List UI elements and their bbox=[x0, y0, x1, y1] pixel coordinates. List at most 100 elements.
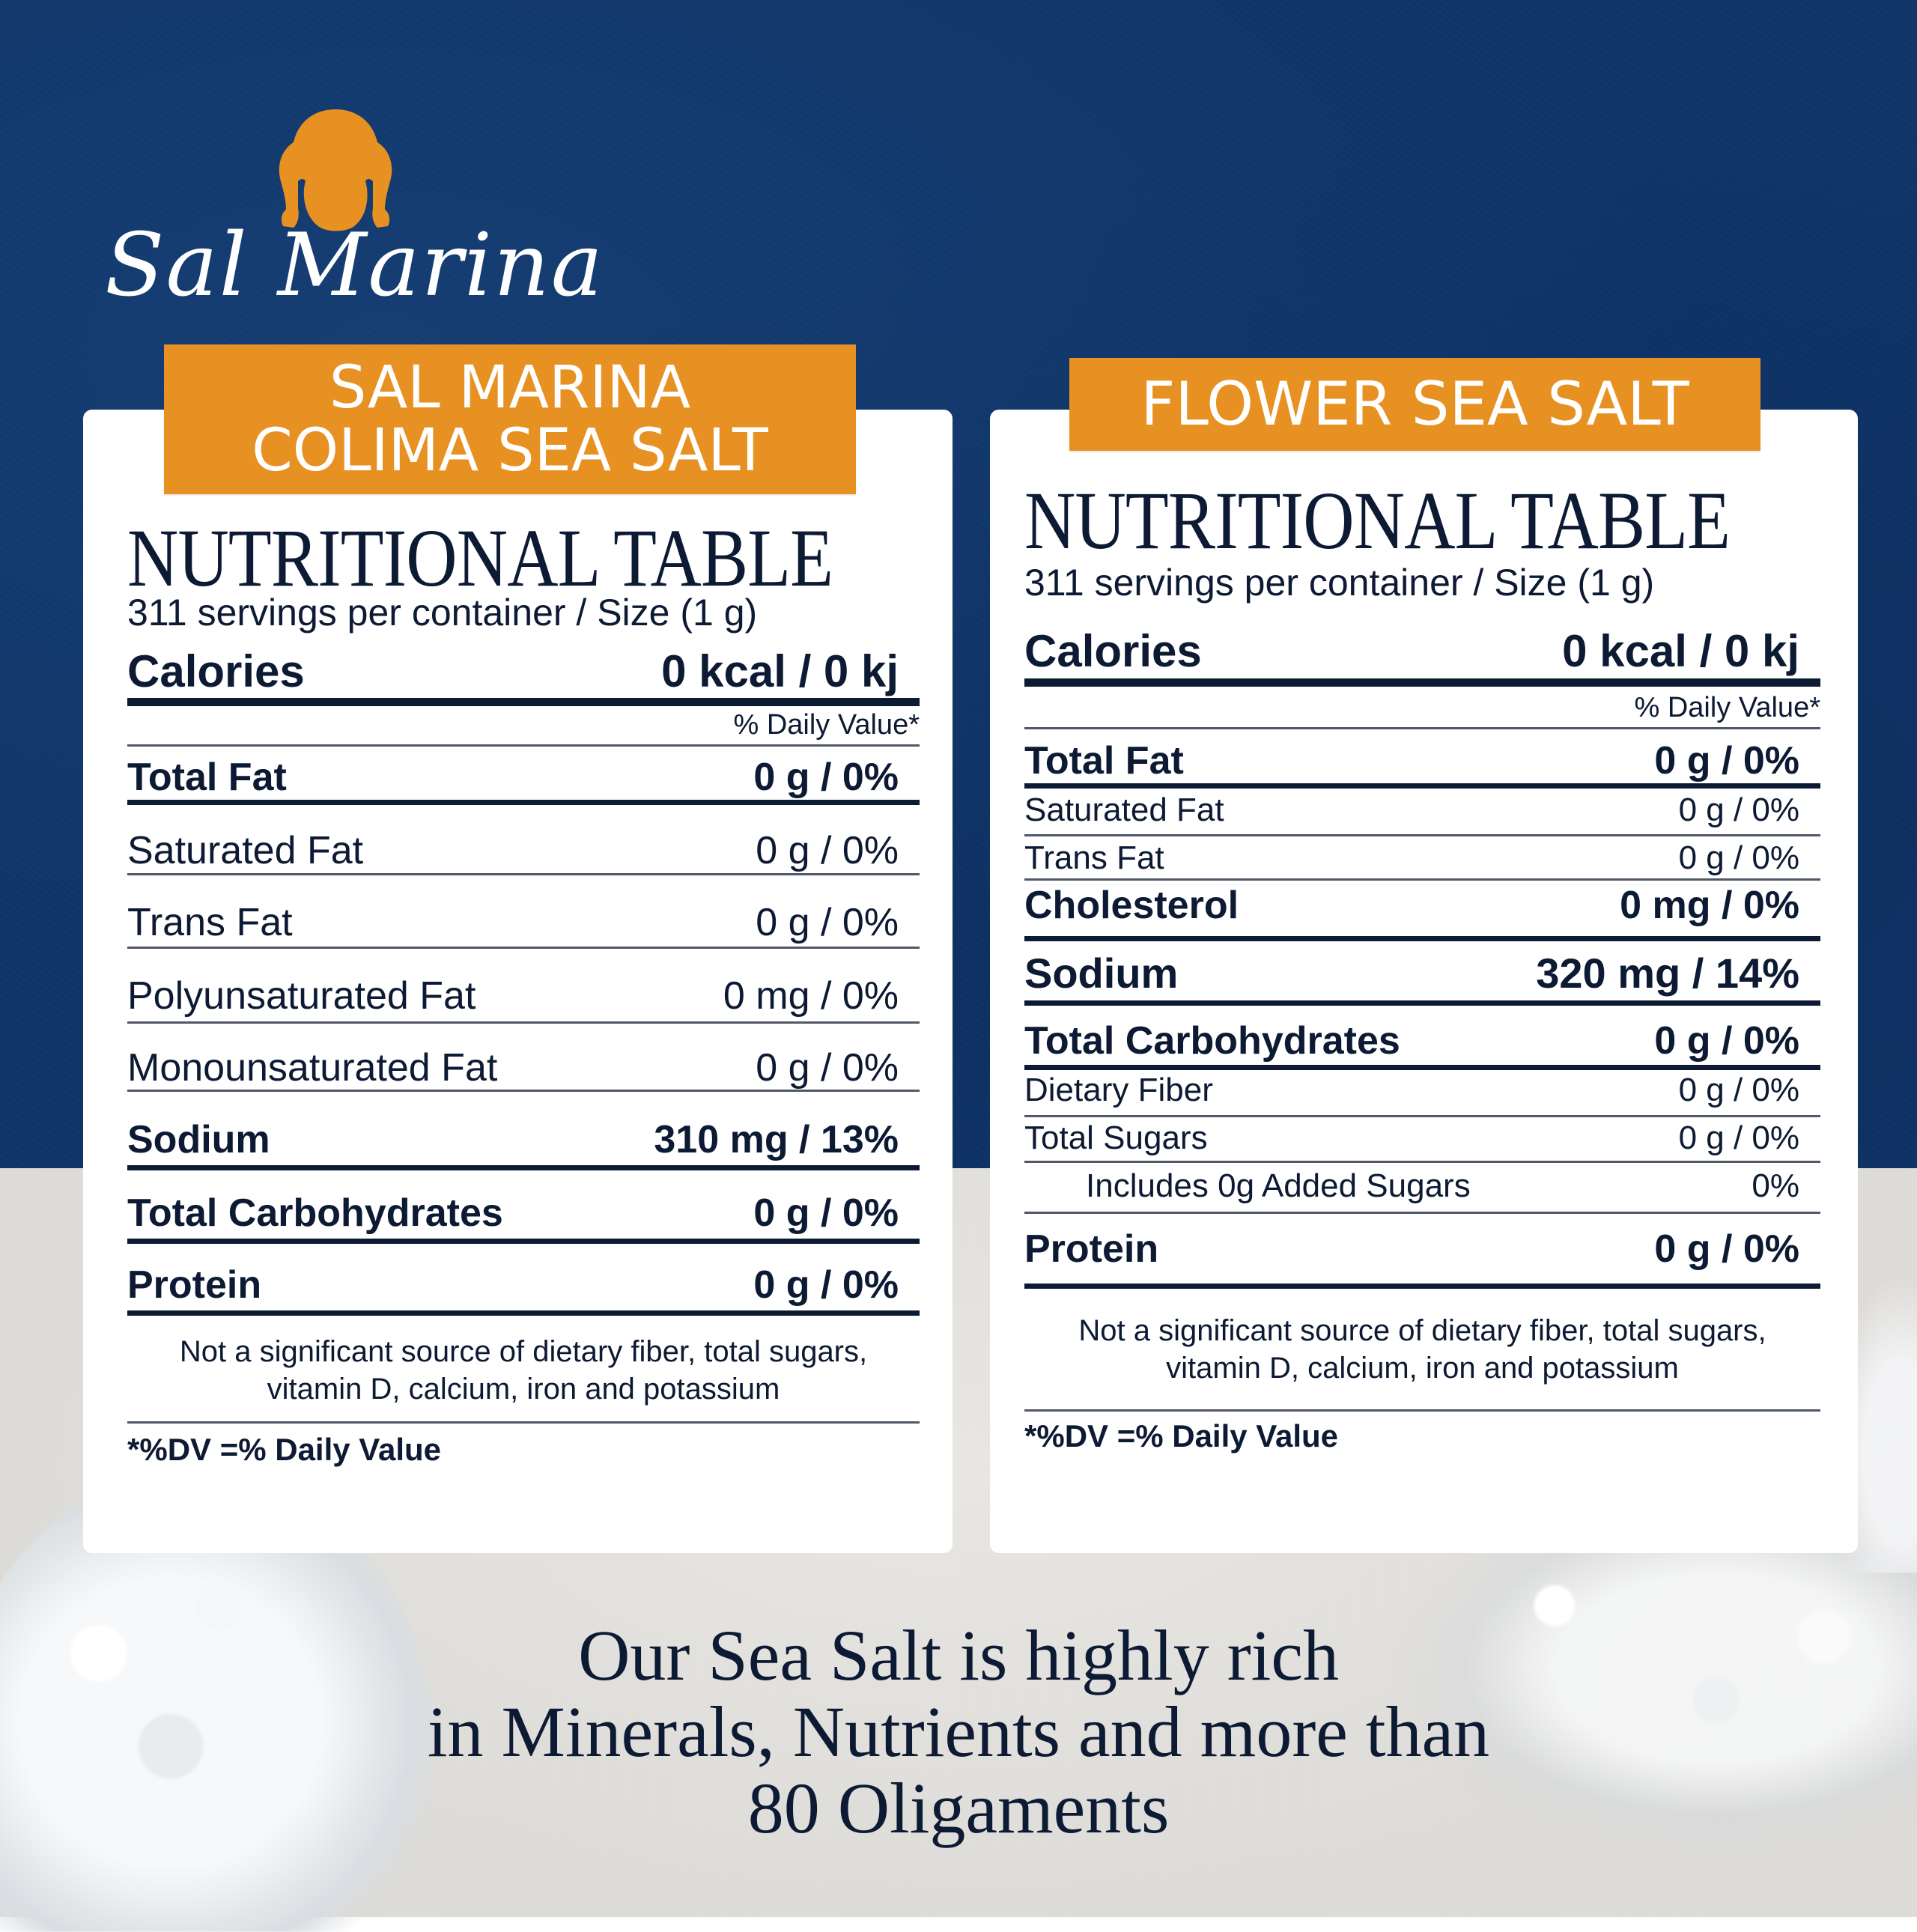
nutrient-value: 0 g / 0% bbox=[1678, 1120, 1799, 1156]
nutrient-row: Saturated Fat 0 g / 0% bbox=[1024, 789, 1820, 831]
divider-medium bbox=[1024, 1065, 1820, 1070]
nutrient-value: 0 g / 0% bbox=[1654, 1227, 1799, 1271]
nutrient-label: Total Carbohydrates bbox=[1024, 1019, 1400, 1063]
nutrient-value: 0% bbox=[1752, 1167, 1799, 1204]
nutrient-value: 320 mg / 14% bbox=[1536, 950, 1799, 997]
divider-medium bbox=[127, 1310, 920, 1316]
nutrient-label: Total Carbohydrates bbox=[127, 1191, 503, 1235]
divider bbox=[127, 744, 920, 747]
nutrient-row: Protein 0 g / 0% bbox=[127, 1261, 920, 1309]
divider-medium bbox=[1024, 1284, 1820, 1289]
nutrient-label: Total Fat bbox=[1024, 739, 1184, 783]
chef-figure-icon bbox=[279, 109, 392, 231]
nutrient-value: 0 g / 0% bbox=[753, 1191, 899, 1235]
product-name-line2: COLIMA SEA SALT bbox=[252, 417, 768, 484]
nutrient-label: Sodium bbox=[127, 1118, 270, 1161]
divider bbox=[1024, 878, 1820, 881]
servings-info: 311 servings per container / Size (1 g) bbox=[1024, 562, 1655, 604]
product-tab-flower: FLOWER SEA SALT bbox=[1069, 358, 1760, 451]
nutrient-value: 0 g / 0% bbox=[1678, 1072, 1799, 1108]
disclaimer-note: Not a significant source of dietary fibe… bbox=[127, 1333, 920, 1408]
divider bbox=[1024, 727, 1820, 729]
nutrient-label: Protein bbox=[127, 1263, 262, 1307]
nutrient-label: Cholesterol bbox=[1024, 884, 1239, 927]
nutrient-row: Polyunsaturated Fat 0 mg / 0% bbox=[127, 972, 920, 1020]
nutrient-label: Monounsaturated Fat bbox=[127, 1046, 498, 1090]
product-tab-colima: SAL MARINA COLIMA SEA SALT bbox=[164, 344, 856, 494]
divider-medium bbox=[127, 1165, 920, 1170]
divider bbox=[127, 1021, 920, 1024]
nutrient-row: Saturated Fat 0 g / 0% bbox=[127, 827, 920, 875]
disclaimer-note: Not a significant source of dietary fibe… bbox=[1024, 1312, 1820, 1387]
disclaimer-line1: Not a significant source of dietary fibe… bbox=[179, 1335, 868, 1368]
divider-thick bbox=[1024, 678, 1820, 687]
daily-value-header: % Daily Value* bbox=[733, 709, 920, 741]
salt-crystals-image-right bbox=[1393, 1543, 1917, 1857]
nutrient-label: Saturated Fat bbox=[127, 829, 364, 872]
nutrient-value: 0 g / 0% bbox=[756, 1046, 899, 1090]
nutrient-value: 0 g / 0% bbox=[1678, 792, 1799, 828]
nutrient-value: 0 g / 0% bbox=[1654, 1019, 1799, 1063]
nutrient-value: 0 g / 0% bbox=[756, 829, 899, 872]
brand-name-script: Sal Marina bbox=[105, 215, 604, 316]
nutrient-label: Protein bbox=[1024, 1227, 1159, 1271]
brand-logo: Sal Marina bbox=[105, 97, 604, 316]
divider bbox=[127, 947, 920, 949]
nutrient-row: Sodium 310 mg / 13% bbox=[127, 1116, 920, 1164]
divider-medium bbox=[127, 1239, 920, 1244]
calories-label: Calories bbox=[1024, 626, 1202, 676]
nutrient-value: 0 g / 0% bbox=[753, 1263, 899, 1307]
tagline-line3: 80 Oligaments bbox=[747, 1768, 1170, 1848]
nutrient-row: Total Fat 0 g / 0% bbox=[127, 753, 920, 801]
nutrient-value: 0 g / 0% bbox=[753, 756, 899, 799]
dv-footnote: *%DV =% Daily Value bbox=[1024, 1418, 1339, 1453]
nutrition-card-colima bbox=[83, 410, 953, 1553]
divider-thick bbox=[127, 698, 920, 706]
servings-info: 311 servings per container / Size (1 g) bbox=[127, 592, 758, 634]
divider bbox=[127, 1090, 920, 1092]
nutrient-value: 0 mg / 0% bbox=[1620, 884, 1799, 927]
nutrient-label: Polyunsaturated Fat bbox=[127, 974, 476, 1018]
product-name-line1: SAL MARINA bbox=[329, 354, 691, 422]
divider-medium bbox=[1024, 1000, 1820, 1006]
divider bbox=[127, 1421, 920, 1424]
divider bbox=[1024, 834, 1820, 836]
tagline: Our Sea Salt is highly rich in Minerals,… bbox=[225, 1617, 1692, 1847]
calories-value: 0 kcal / 0 kj bbox=[661, 646, 899, 696]
nutrient-value: 0 g / 0% bbox=[756, 901, 899, 944]
nutrient-value: 0 g / 0% bbox=[1678, 839, 1799, 876]
disclaimer-line1: Not a significant source of dietary fibe… bbox=[1078, 1314, 1766, 1347]
divider bbox=[127, 873, 920, 875]
nutrient-row: Total Carbohydrates 0 g / 0% bbox=[127, 1189, 920, 1237]
divider bbox=[1024, 1212, 1820, 1214]
nutrient-value: 310 mg / 13% bbox=[654, 1118, 899, 1161]
nutrient-row: Trans Fat 0 g / 0% bbox=[127, 899, 920, 947]
nutrient-value: 0 g / 0% bbox=[1654, 739, 1799, 783]
nutritional-table-title: NUTRITIONAL TABLE bbox=[127, 512, 833, 604]
dv-footnote: *%DV =% Daily Value bbox=[127, 1432, 442, 1467]
disclaimer-line2: vitamin D, calcium, iron and potassium bbox=[1166, 1352, 1679, 1385]
nutrient-label: Trans Fat bbox=[127, 901, 293, 944]
nutrient-row: Monounsaturated Fat 0 g / 0% bbox=[127, 1044, 920, 1092]
tagline-line1: Our Sea Salt is highly rich bbox=[578, 1615, 1339, 1695]
calories-value: 0 kcal / 0 kj bbox=[1562, 626, 1799, 676]
divider bbox=[1024, 1161, 1820, 1163]
divider-medium bbox=[1024, 783, 1820, 789]
nutrient-row: Trans Fat 0 g / 0% bbox=[1024, 837, 1820, 879]
nutrition-card-flower bbox=[990, 410, 1858, 1553]
nutrient-label: Total Sugars bbox=[1024, 1120, 1208, 1156]
nutrient-label: Saturated Fat bbox=[1024, 792, 1224, 828]
divider-medium bbox=[1024, 936, 1820, 941]
nutrient-label: Dietary Fiber bbox=[1024, 1072, 1213, 1108]
nutrient-row: Protein 0 g / 0% bbox=[1024, 1225, 1820, 1273]
calories-row: Calories 0 kcal / 0 kj bbox=[1024, 625, 1820, 678]
nutritional-table-title: NUTRITIONAL TABLE bbox=[1024, 475, 1731, 566]
product-name: FLOWER SEA SALT bbox=[1140, 369, 1689, 439]
divider bbox=[1024, 1115, 1820, 1117]
nutrient-label: Trans Fat bbox=[1024, 839, 1164, 876]
nutrient-row: Sodium 320 mg / 14% bbox=[1024, 948, 1820, 999]
nutrient-row: Total Fat 0 g / 0% bbox=[1024, 737, 1820, 785]
nutrient-label: Total Fat bbox=[127, 756, 287, 799]
tagline-line2: in Minerals, Nutrients and more than bbox=[427, 1692, 1490, 1772]
nutrient-row: Cholesterol 0 mg / 0% bbox=[1024, 882, 1820, 929]
